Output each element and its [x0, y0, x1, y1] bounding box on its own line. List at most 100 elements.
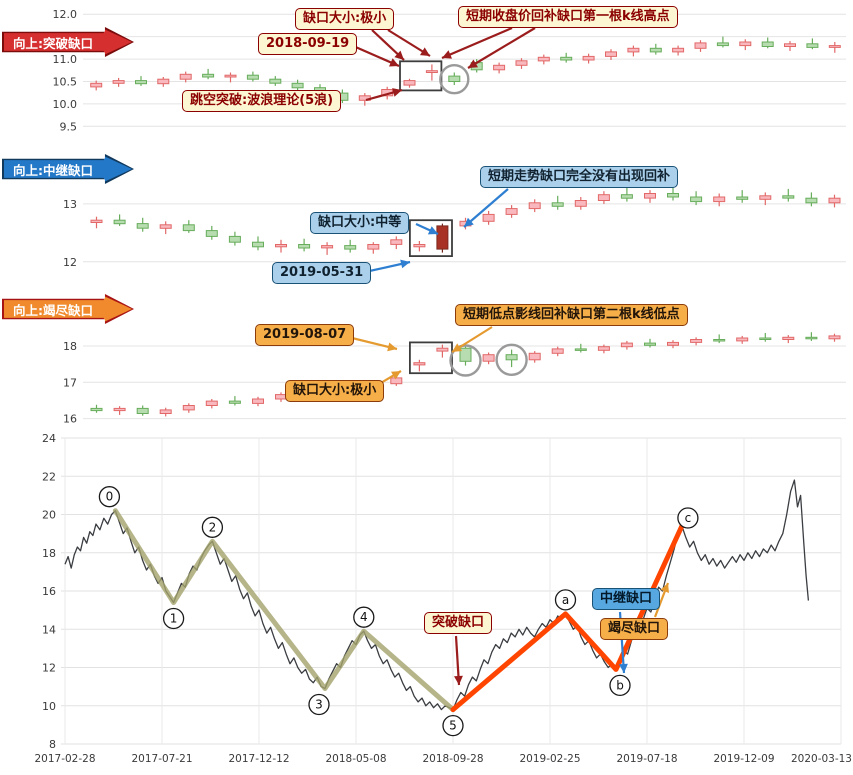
candle: [739, 39, 752, 51]
candle: [551, 346, 564, 357]
banner-label: 向上:竭尽缺口: [4, 296, 132, 322]
x-axis-label: 2017-12-12: [228, 753, 289, 765]
candles-group: [90, 332, 841, 417]
candle: [202, 68, 215, 80]
panel-runaway-gap: 12 13 向上:中继缺口 短期走势缺口完全没有出现回补 缺口大小:中等 2019…: [0, 150, 853, 292]
candle: [597, 191, 610, 204]
candle: [182, 220, 195, 233]
annotation-arrowhead: [394, 50, 404, 60]
candle: [135, 76, 147, 86]
x-axis-label: 2020-03-13: [791, 753, 852, 765]
banner-text: 向上:中继缺口: [13, 162, 93, 178]
runaway-gap-candle-chart: 12 13: [63, 186, 846, 274]
svg-text:b: b: [616, 678, 624, 692]
y-axis-label: 18: [63, 340, 77, 353]
annotation-arrowhead: [420, 47, 430, 56]
annotation-exhaustion-gap: 竭尽缺口: [600, 618, 669, 640]
annotation-arrowhead: [387, 342, 397, 352]
svg-text:a: a: [562, 593, 569, 607]
candle: [136, 217, 149, 232]
y-axis-label: 13: [63, 198, 77, 211]
y-axis-label: 8: [49, 738, 56, 751]
y-axis-label: 16: [42, 585, 56, 598]
gap-highlight-box: [399, 60, 443, 92]
candle: [493, 62, 506, 74]
candle: [784, 41, 796, 51]
candle: [252, 396, 264, 407]
candle: [182, 403, 195, 413]
candle: [436, 344, 449, 358]
candle: [620, 187, 633, 202]
candle: [672, 45, 685, 56]
candle: [828, 42, 841, 53]
annotation-no-fill-note: 短期走势缺口完全没有出现回补: [480, 166, 679, 188]
x-axis-label: 2019-02-25: [519, 753, 580, 765]
candle: [805, 192, 818, 207]
candle: [448, 72, 461, 85]
annotation-arrowhead: [389, 58, 399, 67]
candle: [269, 76, 282, 86]
banner-label: 向上:中继缺口: [4, 156, 132, 182]
annotation-arrow: [467, 27, 536, 69]
candle: [205, 225, 218, 240]
candle: [136, 405, 149, 416]
annotation-arrow: [441, 26, 513, 60]
x-axis-label: 2019-12-09: [713, 753, 774, 765]
candle: [505, 205, 518, 218]
x-axis-label: 2018-09-28: [422, 753, 483, 765]
banner-label: 向上:突破缺口: [4, 29, 132, 55]
candle: [828, 333, 841, 342]
candle: [759, 192, 772, 206]
wave-point-label: 1: [162, 607, 185, 630]
candle: [205, 399, 218, 409]
candle: [582, 53, 595, 64]
candles-group: [90, 36, 841, 106]
candle: [246, 71, 259, 82]
candle: [159, 407, 172, 417]
candle: [690, 191, 703, 206]
candle: [413, 241, 426, 252]
candles-group: [90, 186, 841, 255]
candle: [157, 77, 170, 87]
candle: [321, 242, 334, 255]
y-axis-label: 11.0: [53, 53, 78, 66]
annotation-low-shadow-fill-note: 短期低点影线回补缺口第二根k线低点: [455, 304, 688, 326]
candle: [403, 78, 416, 88]
x-axis-label: 2017-07-21: [131, 753, 192, 765]
wave-point-label: 4: [353, 606, 375, 628]
annotation-date-2018-09-19: 2018-09-19: [258, 33, 358, 55]
candle: [228, 231, 241, 246]
annotation-gap-size-tiny: 缺口大小:极小: [295, 8, 395, 30]
y-axis-label: 12: [63, 256, 77, 269]
x-axis-label: 2017-02-28: [34, 753, 95, 765]
candle: [112, 77, 125, 87]
gap-highlight-circle: [449, 344, 482, 377]
y-axis-label: 16: [63, 413, 77, 426]
svg-text:3: 3: [315, 698, 323, 712]
annotation-runaway-gap: 中继缺口: [592, 588, 661, 610]
y-axis-label: 14: [42, 623, 56, 636]
gap-highlight-box: [408, 219, 453, 257]
wave-point-label: b: [609, 674, 631, 697]
candle: [574, 197, 587, 210]
candle: [425, 64, 438, 81]
candle: [644, 338, 656, 348]
wave-line-impulse: [112, 508, 456, 713]
candle: [667, 186, 679, 201]
candle: [828, 194, 841, 208]
candle: [716, 36, 729, 48]
wave-point-label: 2: [201, 516, 224, 538]
candle: [736, 190, 749, 203]
svg-text:0: 0: [106, 490, 114, 504]
candle: [505, 349, 518, 368]
breakaway-gap-candle-chart: 9.510.010.511.011.512.0: [53, 8, 846, 133]
candle: [713, 193, 726, 207]
svg-text:c: c: [685, 511, 692, 525]
annotation-arrowhead: [391, 371, 401, 380]
candle: [605, 49, 617, 60]
y-axis-label: 9.5: [60, 120, 78, 133]
candle: [159, 221, 172, 235]
annotation-arrow: [463, 188, 509, 228]
